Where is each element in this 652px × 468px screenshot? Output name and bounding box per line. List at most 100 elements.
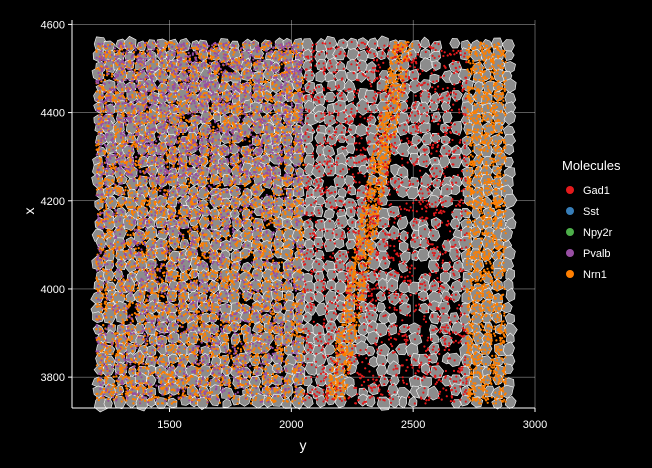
nrn1-point: [203, 278, 206, 281]
nrn1-point: [296, 135, 299, 138]
nrn1-point: [213, 311, 216, 314]
nrn1-point: [140, 296, 143, 299]
nrn1-point: [269, 219, 272, 222]
cell-segment: [460, 144, 472, 156]
cell-segment: [463, 121, 474, 135]
nrn1-point: [197, 82, 200, 85]
nrn1-point: [131, 379, 134, 382]
nrn1-point: [191, 159, 194, 162]
nrn1-point: [217, 227, 220, 230]
nrn1-point: [284, 346, 288, 349]
cell-segment: [324, 163, 338, 177]
nrn1-point: [195, 338, 198, 341]
nrn1-point: [212, 83, 215, 86]
nrn1-point: [300, 42, 304, 45]
cell-segment: [346, 90, 355, 103]
nrn1-point: [136, 209, 139, 212]
cell-segment: [449, 38, 461, 49]
nrn1-point: [116, 304, 119, 307]
nrn1-point: [150, 337, 153, 340]
nrn1-point: [140, 128, 143, 131]
nrn1-point: [276, 285, 279, 288]
nrn1-point: [227, 116, 230, 119]
nrn1-point: [186, 292, 189, 295]
nrn1-point: [243, 347, 246, 350]
nrn1-point: [106, 235, 109, 238]
nrn1-point: [154, 249, 157, 252]
nrn1-point: [193, 208, 196, 212]
nrn1-point: [95, 188, 99, 191]
nrn1-point: [289, 267, 292, 270]
cell-segment: [450, 120, 463, 136]
nrn1-point: [123, 75, 126, 78]
cell-segment: [417, 152, 432, 169]
nrn1-point: [225, 243, 228, 246]
nrn1-point: [132, 372, 135, 375]
cell-segment: [396, 166, 409, 178]
cell-segment: [323, 91, 337, 103]
nrn1-point: [136, 147, 139, 151]
nrn1-point: [294, 329, 297, 332]
nrn1-point: [158, 309, 161, 312]
nrn1-point: [153, 236, 156, 239]
cell-segment: [396, 112, 410, 126]
cell-segment: [411, 134, 421, 146]
nrn1-point: [265, 127, 268, 131]
nrn1-point: [205, 309, 208, 312]
nrn1-point: [225, 315, 228, 318]
nrn1-point: [245, 255, 248, 258]
cell-segment: [396, 142, 411, 157]
nrn1-point: [217, 353, 221, 356]
nrn1-point: [249, 98, 252, 101]
nrn1-point: [195, 246, 198, 250]
nrn1-point: [135, 388, 138, 391]
nrn1-point: [164, 42, 167, 45]
cell-segment: [367, 37, 379, 50]
nrn1-point: [197, 72, 200, 75]
nrn1-point: [110, 278, 113, 281]
cell-segment: [499, 174, 514, 190]
nrn1-point: [249, 384, 252, 387]
nrn1-point: [254, 309, 258, 312]
nrn1-point: [95, 318, 98, 321]
nrn1-point: [295, 112, 298, 115]
nrn1-point: [252, 361, 255, 364]
nrn1-point: [221, 384, 224, 387]
nrn1-point: [171, 305, 174, 308]
nrn1-point: [223, 220, 226, 223]
nrn1-point: [265, 125, 268, 128]
nrn1-point: [243, 328, 246, 331]
cell-segment: [400, 175, 411, 190]
nrn1-point: [274, 281, 277, 284]
nrn1-point: [276, 146, 279, 149]
nrn1-point: [263, 355, 266, 358]
cell-segment: [419, 57, 433, 73]
nrn1-point: [223, 167, 226, 170]
cell-segment: [302, 59, 313, 72]
nrn1-point: [233, 339, 236, 342]
nrn1-point: [138, 96, 141, 99]
cell-segment: [315, 195, 326, 206]
nrn1-point: [180, 105, 184, 108]
nrn1-point: [279, 118, 282, 121]
nrn1-point: [105, 381, 108, 384]
nrn1-point: [262, 238, 266, 241]
nrn1-point: [233, 258, 236, 262]
nrn1-point: [277, 384, 280, 387]
nrn1-point: [144, 372, 147, 375]
cell-segment: [440, 135, 451, 146]
nrn1-point: [131, 313, 134, 316]
nrn1-point: [265, 92, 268, 95]
nrn1-point: [248, 66, 251, 69]
nrn1-point: [253, 196, 256, 199]
nrn1-point: [111, 289, 114, 292]
nrn1-point: [297, 349, 300, 353]
nrn1-point: [292, 150, 295, 153]
nrn1-point: [155, 245, 159, 248]
nrn1-point: [216, 176, 219, 179]
nrn1-point: [257, 294, 260, 297]
cell-segment: [406, 186, 419, 200]
cell-segment: [503, 110, 517, 126]
nrn1-point: [228, 110, 231, 113]
cell-segment: [395, 185, 409, 198]
